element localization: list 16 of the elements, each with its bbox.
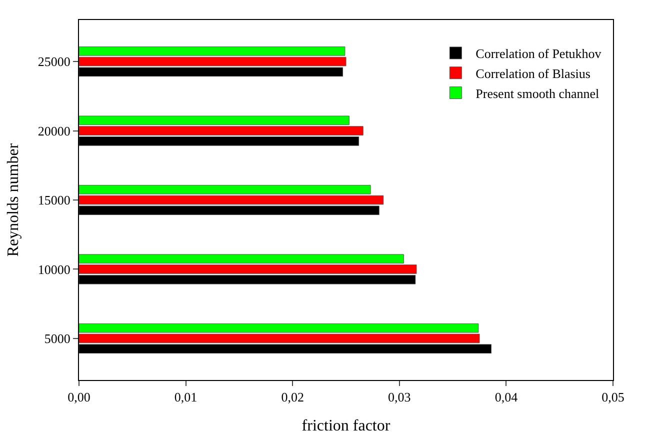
y-tick-label: 15000 — [38, 192, 70, 208]
y-tick-label: 20000 — [38, 123, 70, 138]
x-tick-label: 0,02 — [281, 390, 304, 405]
x-tick-label: 0,04 — [494, 390, 518, 405]
y-tick-label: 25000 — [38, 54, 70, 70]
x-tick-label: 0,00 — [68, 390, 90, 405]
legend-label: Present smooth channel — [476, 86, 600, 101]
x-tick-label: 0,01 — [174, 390, 198, 405]
x-axis-title: friction factor — [302, 417, 391, 434]
y-tick-label: 10000 — [38, 262, 70, 277]
y-tick-label: 5000 — [44, 331, 70, 346]
legend-label: Correlation of Blasius — [476, 66, 590, 81]
legend-label: Correlation of Petukhov — [476, 46, 602, 62]
x-tick-label: 0,05 — [602, 390, 624, 405]
y-axis-title: Reynolds number — [4, 142, 22, 257]
x-tick-label: 0,03 — [388, 390, 411, 405]
